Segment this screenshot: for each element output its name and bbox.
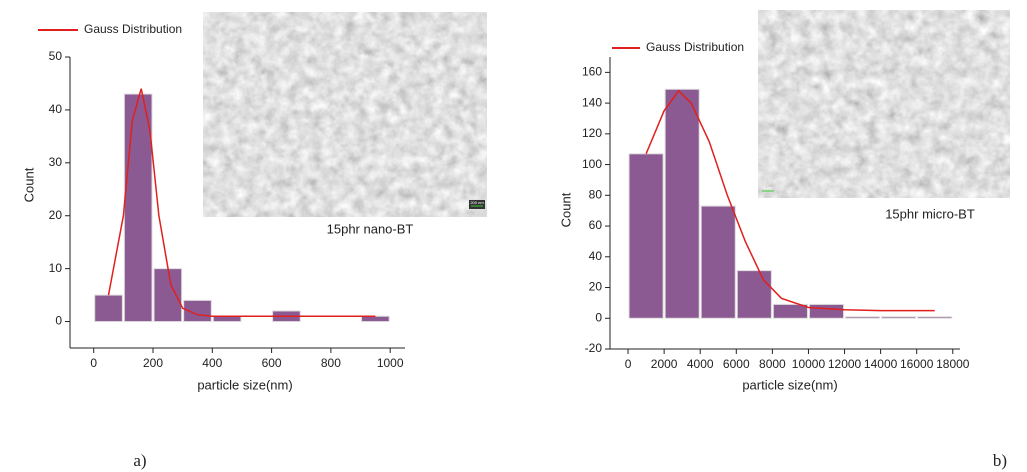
x-tick-label: 10000 — [792, 357, 826, 371]
fit-line — [107, 88, 376, 318]
x-axis-label: particle size(nm) — [197, 377, 292, 392]
y-tick-label: 140 — [582, 95, 602, 109]
y-tick-label: 100 — [582, 157, 602, 171]
y-tick-label: 20 — [589, 280, 603, 294]
bar — [94, 294, 123, 323]
x-tick-label: 16000 — [900, 357, 934, 371]
bar — [808, 303, 845, 319]
sem-image — [758, 10, 1010, 198]
inset-caption: 15phr nano-BT — [327, 221, 414, 236]
y-tick-label: 40 — [589, 249, 603, 263]
x-tick-label: 14000 — [864, 357, 898, 371]
x-tick-label: 4000 — [687, 357, 714, 371]
y-tick-label: -20 — [585, 341, 603, 355]
scale-bar-label: 200 nm — [470, 200, 484, 205]
y-tick-label: 10 — [49, 261, 63, 275]
legend-label: Gauss Distribution — [84, 22, 182, 36]
scale-bar-box — [469, 200, 485, 209]
x-tick-label: 600 — [262, 356, 282, 370]
x-tick-label: 6000 — [723, 357, 750, 371]
x-tick-label: 2000 — [651, 357, 678, 371]
bar — [183, 299, 212, 323]
bar — [628, 153, 664, 319]
x-tick-label: 0 — [90, 356, 97, 370]
legend-label: Gauss Distribution — [646, 40, 744, 54]
bar — [700, 205, 736, 319]
y-tick-label: 0 — [595, 310, 602, 324]
x-tick-label: 12000 — [828, 357, 862, 371]
bar — [881, 316, 917, 319]
x-tick-label: 0 — [625, 357, 632, 371]
inset-caption: 15phr micro-BT — [885, 206, 975, 221]
y-tick-label: 20 — [49, 208, 63, 222]
y-tick-label: 30 — [49, 155, 63, 169]
y-axis-label: Count — [558, 192, 573, 227]
x-tick-label: 800 — [321, 356, 341, 370]
panel-label: a) — [133, 451, 146, 470]
y-tick-label: 160 — [582, 65, 602, 79]
y-tick-label: 60 — [589, 218, 603, 232]
scale-bar-label: 1 μm — [764, 185, 774, 190]
y-tick-label: 50 — [49, 49, 63, 63]
x-tick-label: 18000 — [936, 357, 970, 371]
bar — [917, 316, 953, 319]
x-tick-label: 200 — [143, 356, 163, 370]
x-axis-label: particle size(nm) — [742, 377, 837, 392]
y-tick-label: 120 — [582, 126, 602, 140]
bar — [772, 303, 808, 319]
y-tick-label: 40 — [49, 102, 63, 116]
panel-label: b) — [993, 451, 1007, 470]
bar — [153, 268, 183, 323]
bar — [845, 316, 881, 319]
x-tick-label: 8000 — [759, 357, 786, 371]
y-tick-label: 0 — [55, 314, 62, 328]
fit-line — [645, 89, 935, 312]
y-tick-label: 80 — [589, 187, 603, 201]
bar — [123, 93, 153, 323]
y-axis-label: Count — [21, 167, 36, 202]
x-tick-label: 1000 — [377, 356, 404, 370]
bar — [736, 270, 772, 319]
x-tick-label: 400 — [202, 356, 222, 370]
sem-image — [203, 12, 487, 217]
bar — [664, 88, 700, 319]
